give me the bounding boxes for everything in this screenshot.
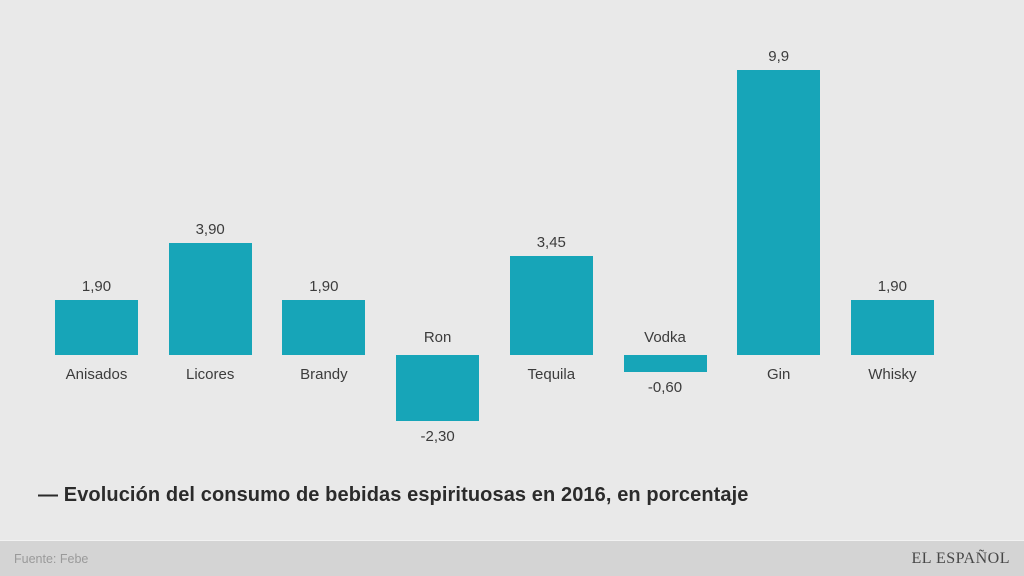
value-label: -2,30 (420, 428, 455, 446)
value-label: -0,60 (647, 379, 683, 397)
value-label: 3,90 (195, 220, 225, 238)
bar-ron (396, 355, 480, 422)
source-label: Fuente: Febe (14, 551, 89, 566)
bar-anisados (55, 300, 138, 355)
category-label: Ron (423, 329, 452, 346)
category-label: Gin (767, 366, 791, 383)
bar-licores (168, 242, 252, 355)
footer-bar: Fuente: Febe EL ESPAÑOL (0, 540, 1024, 576)
bar-tequila (509, 255, 593, 355)
category-label: Tequila (527, 366, 576, 383)
value-label: 1,90 (309, 278, 339, 296)
category-label: Licores (186, 366, 235, 383)
value-label: 9,9 (768, 47, 790, 65)
publisher-logo: EL ESPAÑOL (911, 549, 1010, 567)
value-label: 3,45 (536, 233, 566, 251)
chart-title: — Evolución del consumo de bebidas espir… (38, 484, 749, 506)
category-label: Brandy (300, 366, 348, 383)
category-label: Whisky (868, 366, 917, 383)
category-label: Vodka (644, 329, 686, 346)
bar-vodka (623, 355, 707, 373)
bar-brandy (282, 300, 366, 355)
bar-whisky (850, 300, 934, 355)
value-label: 1,90 (877, 278, 907, 296)
bar-gin (737, 69, 821, 355)
value-label: 1,90 (81, 278, 112, 296)
category-label: Anisados (65, 366, 128, 383)
